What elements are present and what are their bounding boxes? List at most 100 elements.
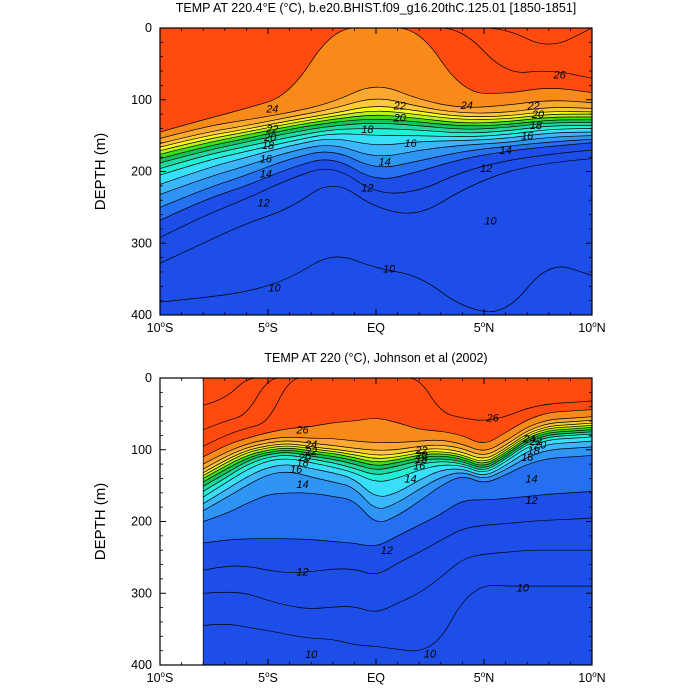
y-tick-label: 300: [131, 586, 152, 600]
contour-line-24: [160, 86, 592, 139]
contour-band-26: [203, 378, 592, 447]
contour-label: 26: [295, 425, 309, 437]
contour-label: 24: [460, 100, 473, 112]
contour-line-14: [160, 135, 592, 195]
y-tick-label: 400: [131, 658, 152, 672]
contour-label: 10: [484, 215, 497, 227]
contour-label: 12: [381, 545, 393, 557]
contour-line-13: [203, 455, 592, 523]
y-tick-label: 300: [131, 236, 152, 250]
contour-label: 20: [393, 113, 407, 125]
x-tick-label: 10oS: [147, 320, 174, 335]
contour-label: 14: [499, 145, 511, 157]
contour-label: 20: [298, 452, 312, 464]
contour-label: 16: [413, 461, 426, 473]
contour-label: 16: [404, 138, 417, 150]
contour-line-9: [203, 584, 592, 652]
contour-line-11: [203, 517, 592, 575]
contour-line-15: [203, 440, 592, 504]
contour-line-14: [203, 446, 592, 512]
contour-label: 20: [531, 109, 545, 121]
y-tick-label: 200: [131, 515, 152, 529]
contour-label: 10: [268, 283, 281, 295]
contour-line-23: [160, 98, 592, 144]
contour-area: [202, 378, 592, 665]
contour-label: 16: [521, 131, 534, 143]
contour-label: 16: [521, 452, 534, 464]
contour-label: 12: [296, 567, 308, 579]
x-tick-label: 5oS: [258, 320, 278, 335]
contour-line-20: [160, 114, 592, 155]
contour-line-24: [203, 416, 592, 465]
contour-line-19: [203, 429, 592, 483]
contour-line-17: [160, 125, 592, 169]
contour-label: 10: [424, 649, 437, 661]
contour-line-18: [160, 122, 592, 164]
contour-line-27: [160, 28, 592, 45]
contour-band-26: [160, 28, 592, 79]
x-tick-label: 5oN: [474, 320, 494, 335]
contour-line-19: [160, 118, 592, 159]
contour-label: 16: [260, 154, 273, 166]
contour-line-18: [203, 431, 592, 487]
contour-line-26: [203, 378, 592, 447]
contour-label: 20: [414, 450, 428, 462]
contour-line-15: [160, 131, 592, 185]
contour-line-26: [160, 28, 592, 79]
contour-line-16: [203, 436, 592, 498]
contour-label: 14: [379, 156, 391, 168]
x-tick-label: 5oN: [474, 670, 494, 685]
contour-line-17: [203, 433, 592, 492]
y-tick-label: 200: [131, 165, 152, 179]
contour-label: 16: [290, 464, 303, 476]
x-tick-label: EQ: [367, 671, 385, 685]
y-axis-label: DEPTH (m): [92, 133, 109, 211]
contour-label: 22: [304, 446, 317, 458]
y-tick-label: 100: [131, 443, 152, 457]
contour-label: 26: [486, 412, 500, 424]
y-axis-label: DEPTH (m): [92, 483, 109, 561]
contour-label: 10: [305, 649, 318, 661]
contour-label: 20: [263, 132, 277, 144]
contour-label: 24: [304, 439, 317, 451]
y-tick-label: 0: [145, 371, 152, 385]
contour-line-10: [160, 158, 592, 264]
y-tick-label: 100: [131, 93, 152, 107]
contour-label: 22: [265, 123, 278, 135]
contour-label: 10: [383, 263, 396, 275]
contour-label: 18: [528, 445, 541, 457]
contour-label: 20: [533, 440, 547, 452]
contour-label: 22: [529, 436, 542, 448]
contour-line-10: [203, 549, 592, 612]
contour-line-9: [160, 256, 592, 313]
contour-band-28: [203, 378, 592, 406]
contour-line-21: [203, 425, 592, 476]
contour-label: 18: [415, 454, 428, 466]
y-tick-label: 0: [145, 21, 152, 35]
contour-label: 22: [393, 100, 406, 112]
y-tick-label: 400: [131, 308, 152, 322]
panel-title: TEMP AT 220.4°E (°C), b.e20.BHIST.f09_g1…: [176, 1, 577, 15]
x-tick-label: 10oS: [147, 670, 174, 685]
contour-label: 22: [414, 445, 427, 457]
panel-title: TEMP AT 220 (°C), Johnson et al (2002): [264, 351, 487, 365]
contour-label: 14: [260, 169, 272, 181]
x-tick-label: EQ: [367, 321, 385, 335]
contour-line-11: [160, 149, 592, 238]
x-tick-label: 10oN: [578, 670, 605, 685]
contour-label: 24: [522, 433, 535, 445]
contour-label: 14: [296, 479, 308, 491]
contour-area: [160, 28, 592, 315]
contour-label: 24: [265, 103, 278, 115]
contour-label: 12: [480, 163, 492, 175]
x-tick-label: 5oS: [258, 670, 278, 685]
x-tick-label: 10oN: [578, 320, 605, 335]
contour-label: 18: [262, 140, 275, 152]
contour-label: 22: [527, 100, 540, 112]
contour-line-20: [203, 427, 592, 479]
contour-label: 10: [517, 583, 530, 595]
contour-label: 12: [258, 197, 270, 209]
panel-bottom: 2624222018161412101412222018162624222018…: [92, 351, 606, 685]
contour-line-22: [203, 422, 592, 474]
